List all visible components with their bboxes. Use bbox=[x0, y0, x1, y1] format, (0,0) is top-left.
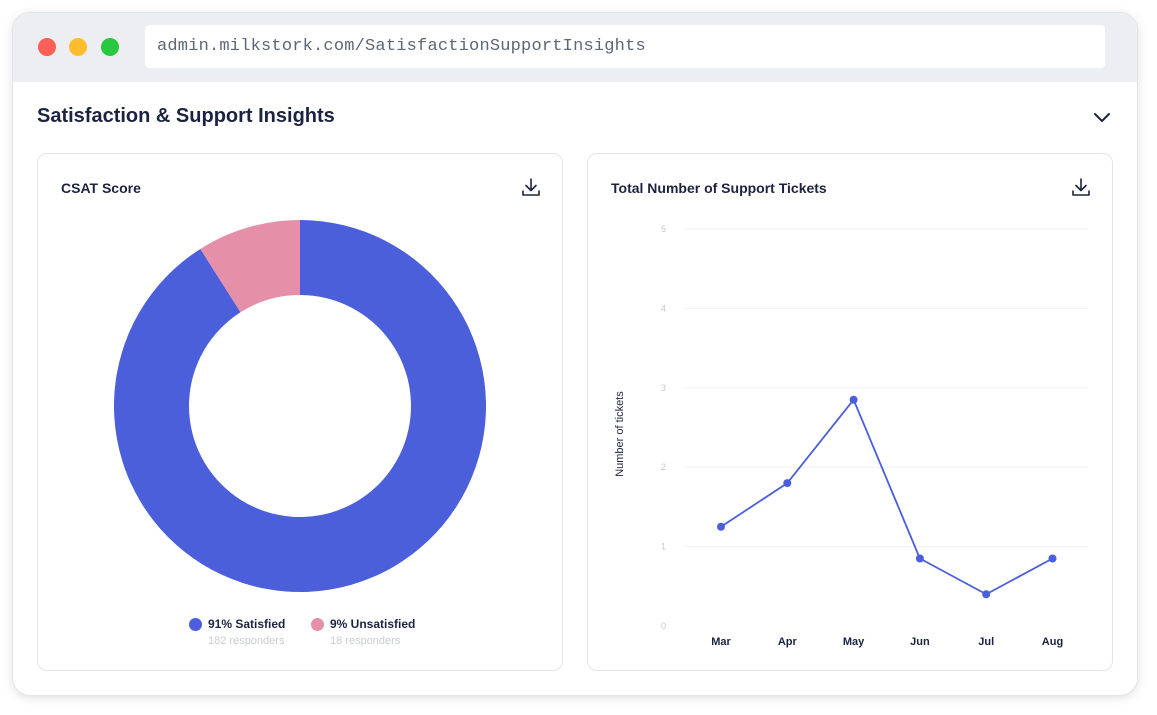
csat-donut-chart bbox=[113, 220, 486, 592]
download-icon bbox=[1072, 178, 1090, 196]
chevron-down-icon bbox=[1094, 113, 1110, 122]
x-tick-label: Jun bbox=[910, 636, 930, 648]
series-line bbox=[720, 398, 1053, 596]
tickets-download-button[interactable] bbox=[1070, 176, 1092, 198]
data-point bbox=[849, 395, 858, 404]
y-tick-label: 0 bbox=[661, 621, 666, 631]
y-tick-label: 5 bbox=[661, 224, 666, 234]
x-tick-label: Aug bbox=[1042, 636, 1063, 648]
y-tick-label: 1 bbox=[661, 542, 666, 552]
legend-swatch bbox=[189, 618, 202, 631]
donut-slice-unsatisfied bbox=[200, 220, 300, 313]
csat-card-title: CSAT Score bbox=[61, 180, 141, 196]
x-tick-label: Mar bbox=[711, 636, 731, 648]
browser-window: admin.milkstork.com/SatisfactionSupportI… bbox=[12, 12, 1138, 696]
legend-label: 9% Unsatisfied bbox=[330, 617, 416, 631]
x-tick-label: May bbox=[843, 636, 865, 648]
y-axis-label: Number of tickets bbox=[614, 391, 626, 477]
tickets-card-title: Total Number of Support Tickets bbox=[611, 180, 827, 196]
url-text: admin.milkstork.com/SatisfactionSupportI… bbox=[157, 37, 646, 56]
data-point bbox=[982, 590, 991, 599]
legend-swatch bbox=[311, 618, 324, 631]
section-title: Satisfaction & Support Insights bbox=[37, 105, 335, 127]
minimize-window-button[interactable] bbox=[69, 38, 87, 56]
y-tick-label: 2 bbox=[661, 462, 666, 472]
donut-slice-satisfied bbox=[113, 220, 486, 592]
y-tick-label: 4 bbox=[661, 303, 666, 313]
legend-label: 91% Satisfied bbox=[208, 617, 286, 631]
close-window-button[interactable] bbox=[38, 38, 56, 56]
maximize-window-button[interactable] bbox=[101, 38, 119, 56]
legend-subtext: 18 responders bbox=[330, 635, 401, 647]
csat-card: CSAT Score 91% Satisfied 182 responders … bbox=[37, 153, 563, 671]
data-point bbox=[717, 522, 725, 531]
data-point bbox=[915, 554, 924, 563]
browser-titlebar: admin.milkstork.com/SatisfactionSupportI… bbox=[13, 13, 1137, 82]
tickets-line-chart: 0 1 2 3 4 5 Number of tickets Mar Apr May Jun Jul Au… bbox=[614, 224, 1088, 648]
download-icon bbox=[522, 178, 540, 196]
x-tick-label: Apr bbox=[778, 636, 798, 648]
x-tick-label: Jul bbox=[978, 636, 994, 648]
data-point bbox=[783, 479, 792, 488]
y-tick-label: 3 bbox=[661, 383, 666, 393]
collapse-section-button[interactable] bbox=[1090, 107, 1114, 127]
address-bar[interactable]: admin.milkstork.com/SatisfactionSupportI… bbox=[145, 25, 1105, 68]
tickets-card: Total Number of Support Tickets 0 1 2 3 4 5 Nu… bbox=[587, 153, 1113, 671]
data-point bbox=[1048, 554, 1057, 563]
legend-subtext: 182 responders bbox=[208, 635, 285, 647]
csat-download-button[interactable] bbox=[520, 176, 542, 198]
